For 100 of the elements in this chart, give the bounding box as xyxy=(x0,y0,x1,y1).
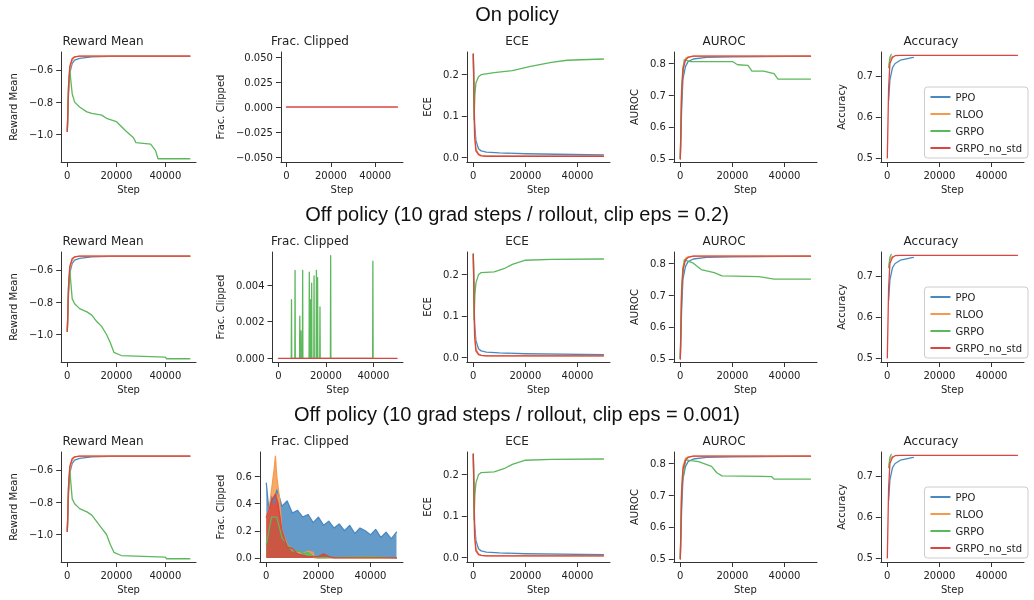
legend-label: GRPO xyxy=(955,525,985,537)
y-tick-label: −0.8 xyxy=(28,496,54,508)
legend-label: GRPO_no_std xyxy=(955,342,1023,355)
chart-title: ECE xyxy=(505,34,529,48)
y-axis-title: ECE xyxy=(421,297,433,317)
y-tick-label: 0.1 xyxy=(442,110,459,122)
legend-label: GRPO xyxy=(955,125,985,137)
y-axis-title: Reward Mean xyxy=(7,273,19,341)
y-tick-label: 0.2 xyxy=(442,69,459,81)
x-tick-label: 40000 xyxy=(975,569,1008,581)
y-tick-label: 0.000 xyxy=(235,352,265,364)
y-tick-label: 0.8 xyxy=(649,457,666,469)
y-tick-label: 0.8 xyxy=(649,57,666,69)
y-tick-label: −1.0 xyxy=(28,129,54,140)
x-tick-label: 40000 xyxy=(149,169,182,181)
legend-label: PPO xyxy=(955,91,976,103)
x-tick-label: 0 xyxy=(677,569,684,581)
y-tick-label: 0.7 xyxy=(856,470,873,482)
chart-title: AUROC xyxy=(702,34,746,48)
y-tick-label: 0.025 xyxy=(244,76,273,88)
chart-title: AUROC xyxy=(702,434,746,448)
y-axis-title: Frac. Clipped xyxy=(214,274,226,340)
y-tick-label: 0.6 xyxy=(649,121,666,133)
y-tick-label: 0.1 xyxy=(442,310,459,322)
text: Off policy (10 grad steps / rollout, clip eps = 0.2) xyxy=(304,202,730,227)
x-tick-label: 0 xyxy=(884,569,891,581)
chart-title: Reward Mean xyxy=(62,34,144,48)
x-tick-label: 40000 xyxy=(768,169,801,181)
x-axis-title: Step xyxy=(320,584,343,596)
y-axis-title: Reward Mean xyxy=(7,73,19,141)
text: Off policy (10 grad steps / rollout, clip eps = 0.001) xyxy=(293,402,741,427)
x-axis-title: Step xyxy=(330,184,354,196)
y-tick-label: 0.004 xyxy=(235,279,265,291)
y-tick-label: 0.6 xyxy=(856,311,873,323)
x-axis-title: Step xyxy=(117,384,140,396)
x-tick-label: 40000 xyxy=(561,169,594,181)
x-tick-label: 40000 xyxy=(975,369,1008,381)
y-tick-label: 0.5 xyxy=(649,553,666,565)
x-tick-label: 40000 xyxy=(768,369,801,381)
chart-title: Reward Mean xyxy=(62,234,144,248)
x-tick-label: 20000 xyxy=(716,169,749,181)
chart-title: ECE xyxy=(505,234,529,248)
x-axis-title: Step xyxy=(734,384,757,396)
x-tick-label: 20000 xyxy=(923,569,956,581)
x-tick-label: 40000 xyxy=(561,569,594,581)
x-axis-title: Step xyxy=(117,584,140,596)
x-tick-label: 20000 xyxy=(302,569,335,581)
legend-label: GRPO xyxy=(955,325,985,337)
y-tick-label: 0.0 xyxy=(442,151,459,163)
y-tick-label: 0.2 xyxy=(442,269,459,281)
x-tick-label: 0 xyxy=(677,369,684,381)
x-tick-label: 20000 xyxy=(923,369,956,381)
y-tick-label: 0.5 xyxy=(856,352,873,364)
y-tick-label: 0.5 xyxy=(649,153,666,165)
y-tick-label: 0.2 xyxy=(235,525,252,537)
text: On policy xyxy=(474,2,560,27)
y-axis-title: Frac. Clipped xyxy=(214,474,226,540)
legend-label: GRPO_no_std xyxy=(955,142,1023,155)
x-tick-label: 0 xyxy=(263,569,270,581)
chart-title: Accuracy xyxy=(903,34,959,48)
y-tick-label: 0.002 xyxy=(235,316,265,328)
x-tick-label: 0 xyxy=(470,169,477,181)
x-tick-label: 20000 xyxy=(716,369,749,381)
x-tick-label: 40000 xyxy=(149,369,182,381)
x-tick-label: 20000 xyxy=(509,569,542,581)
y-tick-label: −0.8 xyxy=(28,296,54,308)
y-tick-label: 0.6 xyxy=(649,521,666,533)
y-tick-label: 0.2 xyxy=(442,469,459,481)
y-tick-label: −0.8 xyxy=(28,96,54,108)
x-axis-title: Step xyxy=(941,184,964,196)
x-axis-title: Step xyxy=(941,584,964,596)
x-axis-title: Step xyxy=(527,184,550,196)
x-tick-label: 0 xyxy=(64,369,71,381)
y-axis-title: AUROC xyxy=(628,89,640,125)
y-tick-label: 0.5 xyxy=(649,353,666,365)
x-axis-title: Step xyxy=(117,184,140,196)
x-tick-label: 40000 xyxy=(768,569,801,581)
x-tick-label: 0 xyxy=(884,369,891,381)
x-axis-title: Step xyxy=(326,384,350,396)
x-tick-label: 40000 xyxy=(359,169,392,181)
chart-title: Frac. Clipped xyxy=(271,234,349,248)
x-tick-label: 0 xyxy=(470,369,477,381)
x-tick-label: 20000 xyxy=(509,369,542,381)
y-axis-title: Reward Mean xyxy=(7,473,19,541)
y-axis-title: ECE xyxy=(421,497,433,517)
chart-title: Reward Mean xyxy=(62,434,144,448)
y-tick-label: 0.050 xyxy=(244,51,273,63)
chart-title: Frac. Clipped xyxy=(271,434,349,448)
legend-label: RLOO xyxy=(955,508,984,520)
chart-title: Frac. Clipped xyxy=(271,34,349,48)
y-tick-label: −0.6 xyxy=(28,64,54,76)
legend-label: PPO xyxy=(955,491,976,503)
y-tick-label: −1.0 xyxy=(28,529,54,540)
y-tick-label: 0.6 xyxy=(649,321,666,333)
y-tick-label: 0.6 xyxy=(856,111,873,123)
x-tick-label: 40000 xyxy=(561,369,594,381)
y-tick-label: 0.0 xyxy=(442,351,459,363)
y-axis-title: AUROC xyxy=(628,489,640,525)
y-axis-title: Frac. Clipped xyxy=(214,74,226,140)
y-tick-label: −0.6 xyxy=(28,464,54,476)
